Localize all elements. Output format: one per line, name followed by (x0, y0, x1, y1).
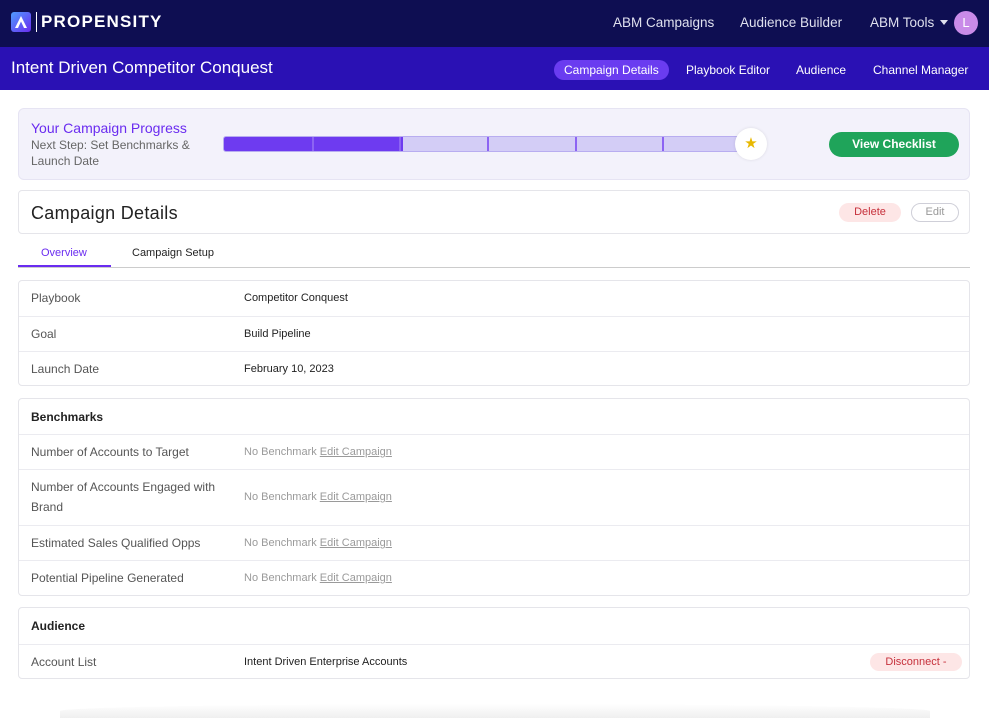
progress-segment-divider (487, 137, 489, 151)
row-label: Launch Date (31, 362, 100, 376)
top-navbar: PROPENSITY ABM Campaigns Audience Builde… (0, 0, 989, 47)
disconnect-button[interactable]: Disconnect - (870, 653, 962, 671)
tab-campaign-setup[interactable]: Campaign Setup (132, 247, 214, 259)
tab-campaign-details[interactable]: Campaign Details (554, 60, 669, 80)
campaign-details-header: Campaign Details Delete Edit (18, 190, 970, 234)
audience-table: Audience Account List Intent Driven Ente… (18, 607, 970, 679)
logo-divider (36, 12, 37, 32)
star-icon: ★ (735, 128, 767, 160)
brand-logo[interactable]: PROPENSITY (11, 12, 163, 32)
delete-button[interactable]: Delete (839, 203, 901, 222)
table-row: Estimated Sales Qualified Opps No Benchm… (19, 525, 969, 560)
row-value: No Benchmark Edit Campaign (244, 572, 392, 584)
tab-audience[interactable]: Audience (796, 63, 847, 77)
page-footer-shadow (60, 704, 930, 718)
audience-heading: Audience (31, 619, 86, 633)
section-header-row: Benchmarks (19, 399, 969, 434)
edit-campaign-link[interactable]: Edit Campaign (319, 446, 392, 458)
overview-table: Playbook Competitor Conquest Goal Build … (18, 280, 970, 386)
tab-playbook-editor[interactable]: Playbook Editor (686, 63, 771, 77)
table-row: Launch Date February 10, 2023 (19, 351, 969, 385)
edit-button[interactable]: Edit (911, 203, 959, 222)
tab-overview[interactable]: Overview (41, 247, 87, 259)
benchmark-value: No Benchmark (244, 446, 317, 458)
edit-campaign-link[interactable]: Edit Campaign (319, 491, 392, 503)
benchmarks-heading: Benchmarks (31, 410, 104, 424)
table-row: Goal Build Pipeline (19, 316, 969, 351)
campaign-header: Intent Driven Competitor Conquest Campai… (0, 47, 989, 90)
section-header-row: Audience (19, 608, 969, 644)
details-title: Campaign Details (31, 203, 178, 223)
progress-segment-divider (399, 137, 402, 151)
benchmark-value: No Benchmark (244, 537, 317, 549)
row-label: Number of Accounts to Target (31, 445, 189, 459)
progress-next-step: Next Step: Set Benchmarks & Launch Date (31, 138, 190, 168)
row-value: Intent Driven Enterprise Accounts (244, 656, 408, 668)
nav-abm-tools[interactable]: ABM Tools (870, 15, 949, 30)
progress-segment-divider (574, 137, 577, 151)
campaign-title: Intent Driven Competitor Conquest (11, 58, 273, 77)
benchmarks-table: Benchmarks Number of Accounts to Target … (18, 398, 970, 596)
table-row: Potential Pipeline Generated No Benchmar… (19, 560, 969, 595)
row-label: Number of Accounts Engaged with Brand (31, 480, 216, 514)
table-row: Number of Accounts Engaged with Brand No… (19, 469, 969, 525)
tab-channel-manager[interactable]: Channel Manager (873, 63, 969, 77)
table-row: Number of Accounts to Target No Benchmar… (19, 434, 969, 469)
details-tabs: Overview Campaign Setup (18, 240, 970, 268)
active-tab-indicator (18, 265, 111, 267)
benchmark-value: No Benchmark (244, 572, 317, 584)
row-label: Potential Pipeline Generated (31, 571, 184, 585)
table-row: Playbook Competitor Conquest (19, 281, 969, 316)
row-value: No Benchmark Edit Campaign (244, 537, 392, 549)
row-value: Competitor Conquest (244, 292, 348, 304)
row-label: Goal (31, 327, 57, 341)
view-checklist-button[interactable]: View Checklist (829, 132, 959, 157)
edit-campaign-link[interactable]: Edit Campaign (319, 537, 392, 549)
benchmark-value: No Benchmark (244, 491, 317, 503)
progress-bar (223, 136, 751, 152)
campaign-progress-card: Your Campaign Progress Next Step: Set Be… (18, 108, 970, 180)
row-value: Build Pipeline (244, 328, 311, 340)
table-row: Account List Intent Driven Enterprise Ac… (19, 644, 969, 678)
propensity-logo-icon (11, 12, 31, 32)
progress-segment-divider (662, 137, 665, 151)
row-label: Account List (31, 655, 97, 669)
row-label: Playbook (31, 291, 81, 305)
nav-abm-campaigns[interactable]: ABM Campaigns (613, 15, 715, 30)
row-value: No Benchmark Edit Campaign (244, 491, 392, 503)
progress-segment-divider (311, 137, 314, 151)
row-value: No Benchmark Edit Campaign (244, 446, 392, 458)
edit-campaign-link[interactable]: Edit Campaign (319, 572, 392, 584)
row-value: February 10, 2023 (244, 363, 334, 375)
row-label: Estimated Sales Qualified Opps (31, 536, 201, 550)
user-avatar[interactable]: L (954, 11, 978, 35)
progress-title: Your Campaign Progress (31, 120, 187, 136)
brand-name: PROPENSITY (41, 12, 163, 31)
nav-audience-builder[interactable]: Audience Builder (740, 15, 843, 30)
caret-down-icon (940, 20, 949, 25)
nav-abm-tools-label: ABM Tools (870, 15, 935, 30)
